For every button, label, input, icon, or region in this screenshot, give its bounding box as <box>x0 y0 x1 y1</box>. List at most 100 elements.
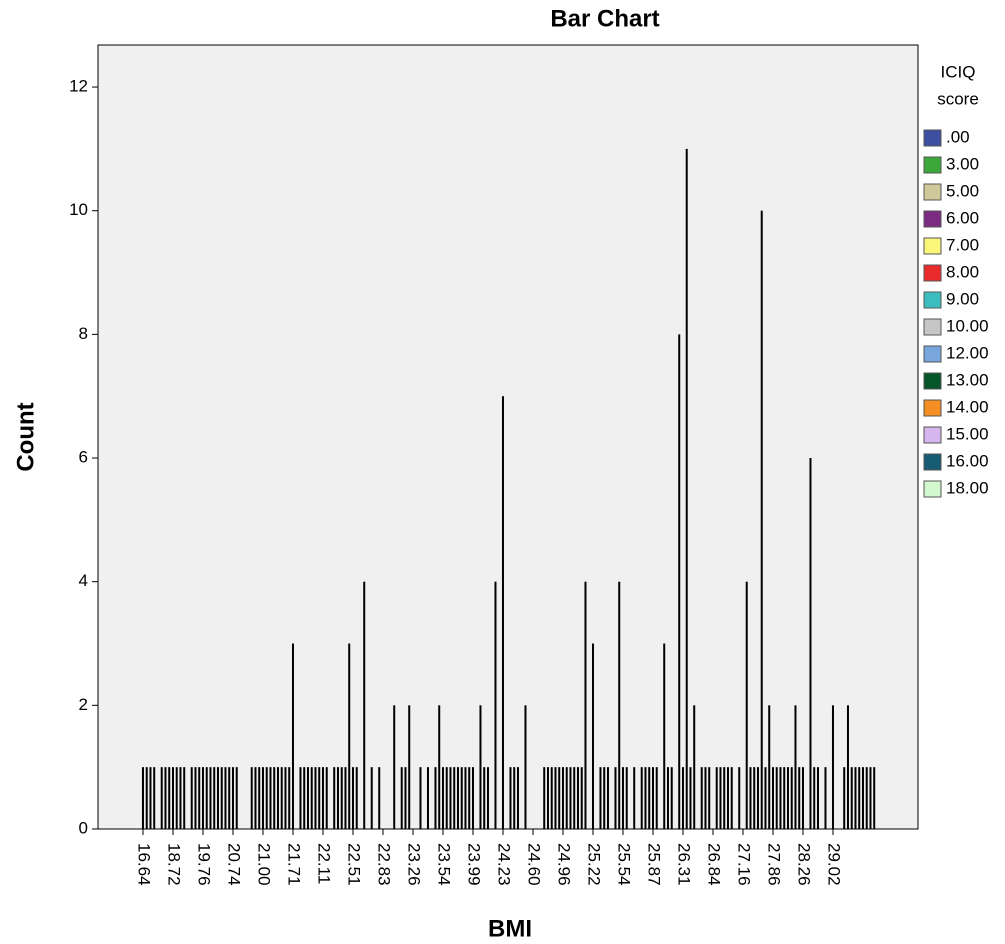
legend-swatch <box>923 291 942 309</box>
legend-label: 7.00 <box>946 235 979 254</box>
bar <box>524 705 527 829</box>
bar <box>160 767 163 829</box>
bar <box>558 767 561 829</box>
bar <box>183 767 186 829</box>
bar <box>606 767 609 829</box>
bar <box>175 767 178 829</box>
bar <box>209 767 212 829</box>
bar <box>569 767 572 829</box>
legend-swatch <box>923 183 942 201</box>
bar <box>284 767 287 829</box>
bar <box>273 767 276 829</box>
legend-title: ICIQ <box>941 62 976 81</box>
bar <box>483 767 486 829</box>
legend-label: 16.00 <box>946 451 989 470</box>
bar <box>235 767 238 829</box>
bar <box>779 767 782 829</box>
bar <box>655 767 658 829</box>
bar <box>228 767 231 829</box>
bar <box>584 581 587 829</box>
bar <box>621 767 624 829</box>
bar <box>168 767 171 829</box>
x-tick-label: 22.51 <box>344 843 363 886</box>
legend-swatch <box>923 318 942 336</box>
legend-label: 10.00 <box>946 316 989 335</box>
y-tick-label: 8 <box>79 324 88 343</box>
bar <box>715 767 718 829</box>
y-tick-label: 2 <box>79 695 88 714</box>
bar <box>865 767 868 829</box>
legend-label: 12.00 <box>946 343 989 362</box>
bar <box>813 767 816 829</box>
bar <box>194 767 197 829</box>
bar <box>753 767 756 829</box>
x-tick-label: 27.16 <box>734 843 753 886</box>
bar <box>310 767 313 829</box>
bar <box>648 767 651 829</box>
x-tick-label: 28.26 <box>794 843 813 886</box>
bar <box>599 767 602 829</box>
bar <box>573 767 576 829</box>
bar <box>790 767 793 829</box>
bar <box>554 767 557 829</box>
bar <box>824 767 827 829</box>
bar <box>404 767 407 829</box>
bar <box>288 767 291 829</box>
bar <box>760 210 763 829</box>
x-axis-label: BMI <box>488 915 532 942</box>
bar <box>426 767 429 829</box>
bar <box>314 767 317 829</box>
bar <box>141 767 144 829</box>
bar <box>576 767 579 829</box>
bar <box>561 767 564 829</box>
bar <box>149 767 152 829</box>
bar <box>550 767 553 829</box>
bar <box>809 458 812 829</box>
bar <box>580 767 583 829</box>
x-tick-label: 26.31 <box>674 843 693 886</box>
legend-swatch <box>923 426 942 444</box>
bar <box>786 767 789 829</box>
legend-swatch <box>923 399 942 417</box>
bar <box>678 334 681 829</box>
legend-label: 5.00 <box>946 181 979 200</box>
bar <box>873 767 876 829</box>
bar <box>258 767 261 829</box>
legend-swatch <box>923 129 942 147</box>
y-tick-label: 10 <box>69 200 88 219</box>
legend-swatch <box>923 237 942 255</box>
bar <box>726 767 729 829</box>
bar <box>400 767 403 829</box>
bar <box>543 767 546 829</box>
bar <box>306 767 309 829</box>
bar <box>205 767 208 829</box>
bar <box>768 705 771 829</box>
bar <box>685 148 688 830</box>
bar <box>265 767 268 829</box>
bar <box>719 767 722 829</box>
bar <box>689 767 692 829</box>
legend-label: 3.00 <box>946 154 979 173</box>
bar <box>858 767 861 829</box>
bar <box>224 767 227 829</box>
bar <box>670 767 673 829</box>
bar <box>854 767 857 829</box>
bar <box>449 767 452 829</box>
bar <box>216 767 219 829</box>
legend-title: score <box>937 89 979 108</box>
bar <box>625 767 628 829</box>
bar <box>325 767 328 829</box>
x-tick-label: 23.26 <box>404 843 423 886</box>
bar <box>299 767 302 829</box>
x-tick-label: 16.64 <box>134 843 153 886</box>
legend-label: 15.00 <box>946 424 989 443</box>
bar <box>764 767 767 829</box>
bar <box>261 767 264 829</box>
x-tick-label: 22.83 <box>374 843 393 886</box>
bar <box>254 767 257 829</box>
bar <box>351 767 354 829</box>
bar <box>494 581 497 829</box>
x-tick-label: 24.23 <box>494 843 513 886</box>
plot-area <box>97 44 919 830</box>
bar <box>250 767 253 829</box>
